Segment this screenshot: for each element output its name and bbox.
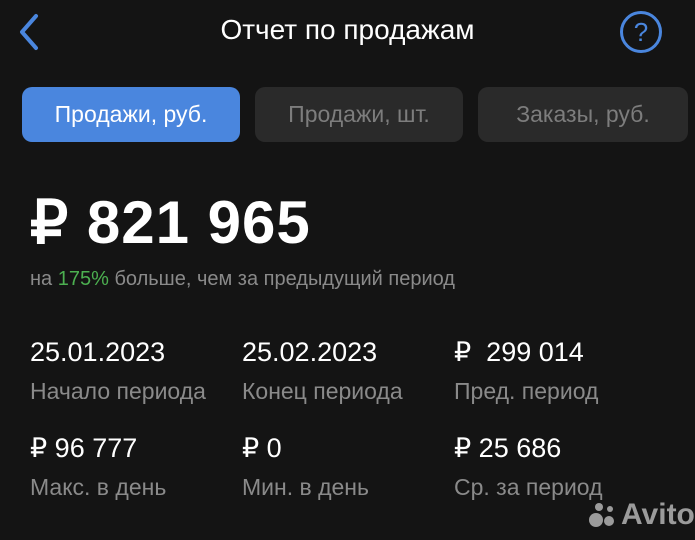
tab-sales-pcs[interactable]: Продажи, шт. xyxy=(255,87,463,142)
stat-value: ₽ 0 xyxy=(242,433,282,463)
stat-min-day: ₽ 0 Мин. в день xyxy=(242,433,369,501)
question-circle-icon: ? xyxy=(633,17,649,47)
total-sales: ₽ 821 965 xyxy=(30,189,311,256)
nav-header: Отчет по продажам ? xyxy=(0,0,695,70)
avito-logo-icon xyxy=(589,503,614,527)
stat-period-start: 25.01.2023 Начало периода xyxy=(30,337,206,405)
back-button[interactable] xyxy=(14,12,44,52)
watermark-text: Avito xyxy=(621,498,695,531)
page-title: Отчет по продажам xyxy=(220,14,475,45)
stat-label: Макс. в день xyxy=(30,474,167,500)
comparison-percent: 175% xyxy=(57,268,109,290)
comparison-text: на 175% больше, чем за предыдущий период xyxy=(30,268,455,291)
stat-label: Конец периода xyxy=(242,378,403,404)
stat-value: ₽ 25 686 xyxy=(454,433,562,463)
stat-max-day: ₽ 96 777 Макс. в день xyxy=(30,433,166,501)
stat-period-end: 25.02.2023 Конец периода xyxy=(242,337,403,405)
tab-orders-rub[interactable]: Заказы, руб. xyxy=(478,87,688,142)
comparison-suffix: больше, чем за предыдущий период xyxy=(108,268,455,290)
stat-label: Пред. период xyxy=(454,378,599,404)
help-button[interactable]: ? xyxy=(620,11,662,53)
stat-label: Начало периода xyxy=(30,378,206,404)
tab-bar: Продажи, руб. Продажи, шт. Заказы, руб. xyxy=(22,87,688,142)
stat-label: Ср. за период xyxy=(454,474,603,500)
chevron-left-icon xyxy=(20,14,38,50)
stat-value: 25.01.2023 xyxy=(30,337,166,367)
stat-value: ₽ 299 014 xyxy=(454,337,584,367)
tab-sales-rub[interactable]: Продажи, руб. xyxy=(22,87,240,142)
avito-watermark: Avito xyxy=(588,498,695,532)
stat-value: 25.02.2023 xyxy=(242,337,378,367)
stat-avg-period: ₽ 25 686 Ср. за период xyxy=(454,433,603,501)
comparison-prefix: на xyxy=(30,268,58,290)
stat-prev-period: ₽ 299 014 Пред. период xyxy=(454,337,598,405)
stat-label: Мин. в день xyxy=(242,474,369,500)
stat-value: ₽ 96 777 xyxy=(30,433,138,463)
